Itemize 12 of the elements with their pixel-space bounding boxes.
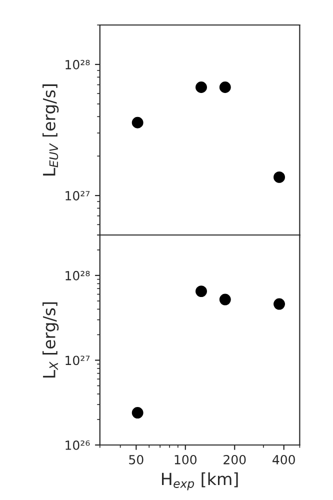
y-tick-label: 10²⁷ <box>66 356 90 366</box>
y-axis-title: L$_{EUV}$ [erg/s] <box>42 84 59 176</box>
y-axis-title: L$_{X}$ [erg/s] <box>42 302 59 378</box>
x-tick-label: 400 <box>272 454 295 464</box>
x-tick-label: 100 <box>174 454 196 464</box>
y-tick-label: 10²⁸ <box>66 60 90 70</box>
y-tick-label: 10²⁶ <box>66 440 90 450</box>
y-tick-label: 10²⁷ <box>66 191 90 200</box>
x-axis-title: H$_{exp}$ [km] <box>162 472 238 490</box>
x-tick-label: 200 <box>224 454 246 464</box>
y-tick-label: 10²⁸ <box>66 270 90 280</box>
x-tick-label: 50 <box>129 454 144 464</box>
